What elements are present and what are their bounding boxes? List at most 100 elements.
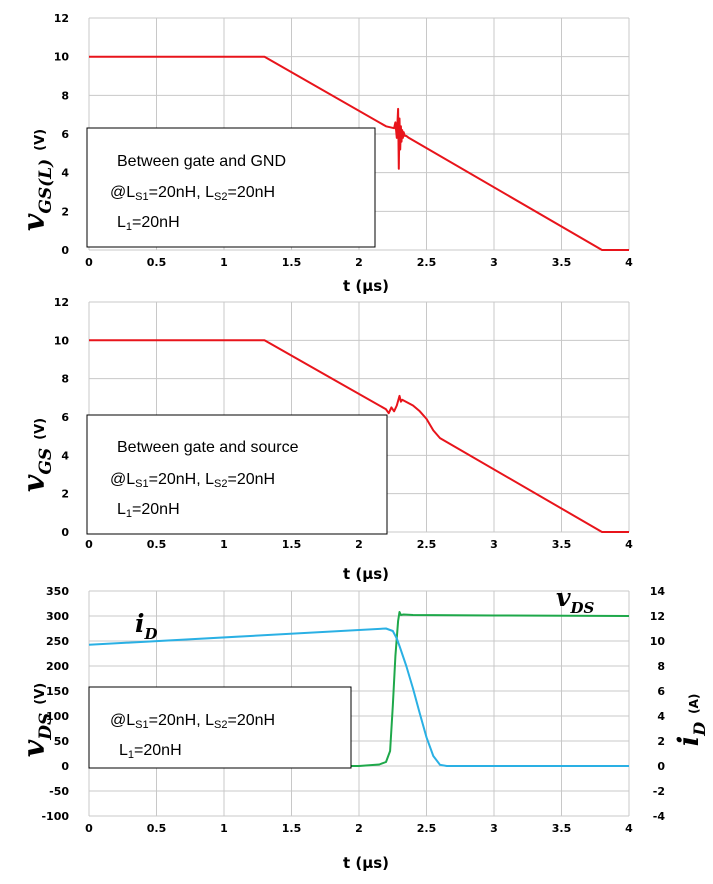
y-tick-label: 2 <box>61 488 69 501</box>
y-tick-labels: 0 2 4 6 8 10 12 <box>54 12 70 257</box>
y-tick-label: 350 <box>46 585 69 598</box>
x-axis-title: t (μs) <box>343 277 389 295</box>
svg-text:iD(A): iD (A) <box>672 694 709 747</box>
svg-text:vGS(V): vGS (V) <box>17 418 56 492</box>
y2-tick-label: 12 <box>650 610 665 623</box>
y-tick-label: 10 <box>54 51 70 64</box>
x-tick-label: 0.5 <box>147 538 167 551</box>
y-tick-label: 6 <box>61 411 69 424</box>
y-tick-label: 300 <box>46 610 69 623</box>
y-tick-label: 0 <box>61 760 69 773</box>
x-tick-labels: 0 0.5 1 1.5 2 2.5 3 3.5 4 <box>85 538 633 551</box>
x-tick-label: 3.5 <box>552 256 572 269</box>
y2-axis-title: iD (A) <box>672 694 709 747</box>
x-tick-label: 1.5 <box>282 822 302 835</box>
y-axis-unit: (V) <box>33 129 48 151</box>
y-axis-var: v <box>17 739 52 757</box>
x-tick-label: 4 <box>625 256 633 269</box>
y-tick-label: 250 <box>46 635 69 648</box>
series-line-1 <box>88 627 629 767</box>
y2-axis-var: i <box>672 736 705 747</box>
x-tick-label: 3 <box>490 538 498 551</box>
y2-tick-label: 2 <box>657 735 665 748</box>
x-tick-label: 3.5 <box>552 538 572 551</box>
y-axis-title: vGS(L) (V) <box>17 129 56 231</box>
annotation-line-1: @LS1=20nH, LS2=20nH <box>110 712 275 731</box>
y-tick-label: 10 <box>54 334 70 347</box>
annotation-line-2: @LS1=20nH, LS2=20nH <box>110 471 275 490</box>
y-tick-label: 2 <box>61 205 69 218</box>
y-tick-label: -100 <box>41 810 69 823</box>
x-tick-label: 2.5 <box>417 538 437 551</box>
x-tick-labels: 0 0.5 1 1.5 2 2.5 3 3.5 4 <box>85 256 633 269</box>
y-tick-label: 150 <box>46 685 69 698</box>
y-axis-var-sub: GS <box>36 448 56 475</box>
y-axis-var-sub: DS <box>36 713 56 741</box>
panel-vgs: 0 2 4 6 8 10 12 0 0.5 1 1.5 2 2.5 3 3.5 4 t (μs) vGS (V… <box>17 296 633 583</box>
y-tick-label: 4 <box>61 167 69 180</box>
x-tick-label: 0 <box>85 256 93 269</box>
x-tick-label: 0.5 <box>147 256 167 269</box>
y-axis-var-sub: GS(L) <box>36 159 56 214</box>
series-group <box>89 55 629 251</box>
x-tick-labels: 0 0.5 1 1.5 2 2.5 3 3.5 4 <box>85 822 633 835</box>
x-tick-label: 1 <box>220 822 228 835</box>
x-axis-title: t (μs) <box>343 854 389 872</box>
y2-tick-label: 6 <box>657 685 665 698</box>
annotation-box <box>86 414 388 535</box>
y-axis-unit: (V) <box>33 683 48 705</box>
x-tick-label: 1 <box>220 538 228 551</box>
x-tick-label: 4 <box>625 538 633 551</box>
y-tick-label: 0 <box>61 244 69 257</box>
y-axis-title: vDS (V) <box>17 683 56 757</box>
y-tick-label: 8 <box>61 89 69 102</box>
x-tick-label: 2 <box>355 538 363 551</box>
y2-tick-label: 8 <box>657 660 665 673</box>
y2-tick-labels: -4 -2 0 2 4 6 8 10 12 14 <box>650 585 666 823</box>
annotation-line-1: Between gate and GND <box>117 153 286 170</box>
annotation-box <box>86 127 376 248</box>
x-tick-label: 0 <box>85 822 93 835</box>
x-tick-label: 1.5 <box>282 256 302 269</box>
annotation-line-1: Between gate and source <box>117 439 299 456</box>
y-tick-label: 100 <box>46 710 69 723</box>
series-label-vds: vDS <box>556 583 595 617</box>
x-tick-label: 2 <box>355 256 363 269</box>
x-tick-label: 3.5 <box>552 822 572 835</box>
annotation-line-2: L1=20nH <box>119 742 182 761</box>
series-group <box>89 339 629 533</box>
x-tick-label: 2.5 <box>417 256 437 269</box>
x-tick-label: 3 <box>490 822 498 835</box>
series-line-0 <box>89 55 629 251</box>
y-tick-label: 12 <box>54 12 69 25</box>
panel-vgs-l: 0 2 4 6 8 10 12 0 0.5 1 1.5 2 2.5 3 3.5 4 t (μs) vGS(L… <box>17 12 633 295</box>
y-tick-labels: -100 -50 0 50 100 150 200 250 300 350 <box>41 585 69 823</box>
annotation-line-3: L1=20nH <box>117 501 180 520</box>
annotation-box <box>88 686 352 769</box>
series-line-0 <box>89 339 629 533</box>
y2-tick-label: -2 <box>653 785 665 798</box>
y-tick-label: 50 <box>54 735 70 748</box>
y2-tick-label: 4 <box>657 710 665 723</box>
y2-axis-unit: (A) <box>687 694 701 714</box>
y-tick-labels: 0 2 4 6 8 10 12 <box>54 296 70 539</box>
y-tick-label: 4 <box>61 449 69 462</box>
x-tick-label: 4 <box>625 822 633 835</box>
y2-tick-label: 0 <box>657 760 665 773</box>
series-group <box>88 611 630 767</box>
x-tick-label: 2.5 <box>417 822 437 835</box>
y-tick-label: 200 <box>46 660 69 673</box>
x-tick-label: 2 <box>355 822 363 835</box>
x-tick-label: 3 <box>490 256 498 269</box>
x-tick-label: 0.5 <box>147 822 167 835</box>
y2-tick-label: 10 <box>650 635 666 648</box>
x-axis-title: t (μs) <box>343 565 389 583</box>
svg-text:vDS(V): vDS (V) <box>17 683 56 757</box>
annotation-line-3: L1=20nH <box>117 214 180 233</box>
x-tick-label: 0 <box>85 538 93 551</box>
y-tick-label: 6 <box>61 128 69 141</box>
x-tick-label: 1.5 <box>282 538 302 551</box>
y-axis-var: v <box>17 474 52 492</box>
